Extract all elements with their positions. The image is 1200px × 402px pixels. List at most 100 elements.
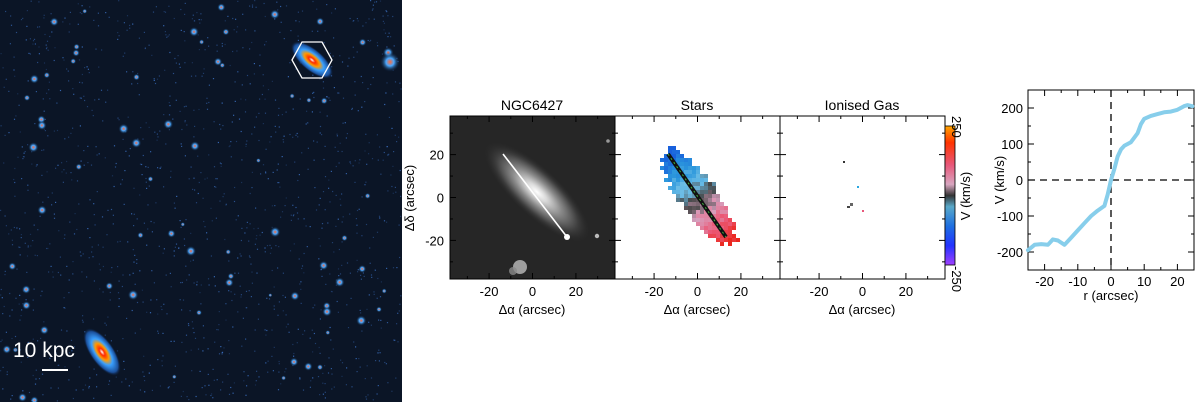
noise-pixel: [361, 196, 363, 198]
noise-pixel: [292, 204, 294, 206]
colorbar-min-label: -250: [949, 266, 964, 292]
stellar-pixel: [716, 234, 720, 238]
noise-pixel: [43, 149, 45, 151]
stellar-pixel: [692, 218, 696, 222]
noise-pixel: [91, 109, 93, 111]
noise-pixel: [66, 265, 68, 267]
noise-pixel: [181, 341, 183, 343]
stellar-pixel: [696, 218, 700, 222]
noise-pixel: [27, 144, 29, 146]
noise-pixel: [139, 194, 141, 196]
noise-pixel: [352, 165, 354, 167]
noise-pixel: [380, 327, 382, 329]
noise-pixel: [277, 314, 279, 316]
stellar-pixel: [676, 186, 680, 190]
stellar-pixel: [696, 222, 700, 226]
noise-pixel: [330, 290, 333, 293]
noise-pixel: [84, 99, 86, 102]
noise-pixel: [278, 371, 280, 373]
noise-pixel: [271, 329, 273, 331]
noise-pixel: [38, 378, 41, 380]
stellar-pixel: [720, 214, 724, 218]
stellar-pixel: [700, 182, 704, 186]
noise-pixel: [330, 170, 332, 172]
noise-pixel: [176, 195, 178, 197]
stellar-pixel: [724, 222, 728, 226]
noise-pixel: [269, 141, 271, 143]
noise-pixel: [155, 6, 157, 8]
noise-pixel: [390, 36, 392, 38]
noise-pixel: [51, 204, 53, 206]
noise-pixel: [338, 275, 340, 277]
noise-pixel: [118, 305, 120, 308]
noise-pixel: [35, 378, 37, 380]
noise-pixel: [144, 47, 146, 49]
noise-pixel: [195, 395, 197, 398]
noise-pixel: [197, 34, 199, 36]
noise-pixel: [188, 399, 190, 401]
noise-pixel: [261, 231, 263, 234]
noise-pixel: [126, 71, 128, 73]
noise-pixel: [79, 251, 81, 253]
noise-pixel: [253, 63, 255, 65]
noise-pixel: [169, 51, 171, 54]
noise-pixel: [150, 151, 152, 153]
noise-pixel: [388, 116, 390, 118]
noise-pixel: [1, 339, 3, 341]
noise-pixel: [259, 234, 261, 236]
stellar-pixel: [732, 226, 736, 230]
background-galaxy: [325, 330, 331, 336]
colorbar-scale: [944, 125, 956, 266]
noise-pixel: [92, 256, 94, 258]
noise-pixel: [190, 260, 192, 262]
noise-pixel: [253, 228, 255, 230]
noise-pixel: [97, 244, 99, 246]
noise-pixel: [346, 367, 348, 369]
noise-pixel: [158, 245, 160, 247]
noise-pixel: [258, 303, 260, 305]
stellar-pixel: [668, 178, 672, 182]
noise-pixel: [18, 246, 20, 248]
noise-pixel: [298, 21, 300, 23]
noise-pixel: [276, 169, 278, 171]
noise-pixel: [301, 265, 304, 267]
noise-pixel: [394, 134, 396, 136]
noise-pixel: [239, 253, 241, 255]
stellar-pixel: [712, 214, 716, 218]
noise-pixel: [307, 168, 309, 170]
noise-pixel: [215, 178, 217, 180]
noise-pixel: [32, 309, 34, 311]
noise-pixel: [128, 155, 130, 157]
noise-pixel: [43, 321, 45, 323]
noise-pixel: [285, 326, 287, 328]
noise-pixel: [69, 221, 71, 223]
noise-pixel: [292, 215, 294, 217]
stellar-pixel: [708, 194, 712, 198]
noise-pixel: [163, 186, 165, 188]
noise-pixel: [338, 92, 340, 94]
noise-pixel: [46, 247, 48, 250]
noise-pixel: [265, 362, 267, 364]
noise-pixel: [262, 123, 264, 125]
noise-pixel: [155, 202, 157, 204]
noise-pixel: [43, 14, 45, 16]
noise-pixel: [233, 29, 235, 31]
noise-pixel: [373, 291, 375, 293]
noise-pixel: [55, 201, 57, 203]
stellar-pixel: [728, 238, 732, 242]
noise-pixel: [370, 0, 372, 2]
noise-pixel: [386, 82, 388, 84]
noise-pixel: [264, 247, 266, 249]
stellar-pixel: [692, 214, 696, 218]
noise-pixel: [367, 394, 369, 396]
noise-pixel: [175, 243, 178, 245]
noise-pixel: [204, 226, 206, 228]
noise-pixel: [64, 17, 66, 19]
stellar-pixel: [724, 206, 728, 210]
background-galaxy: [358, 264, 367, 273]
noise-pixel: [179, 110, 181, 112]
noise-pixel: [32, 299, 34, 301]
noise-pixel: [14, 195, 16, 197]
noise-pixel: [266, 245, 269, 247]
noise-pixel: [242, 13, 244, 15]
